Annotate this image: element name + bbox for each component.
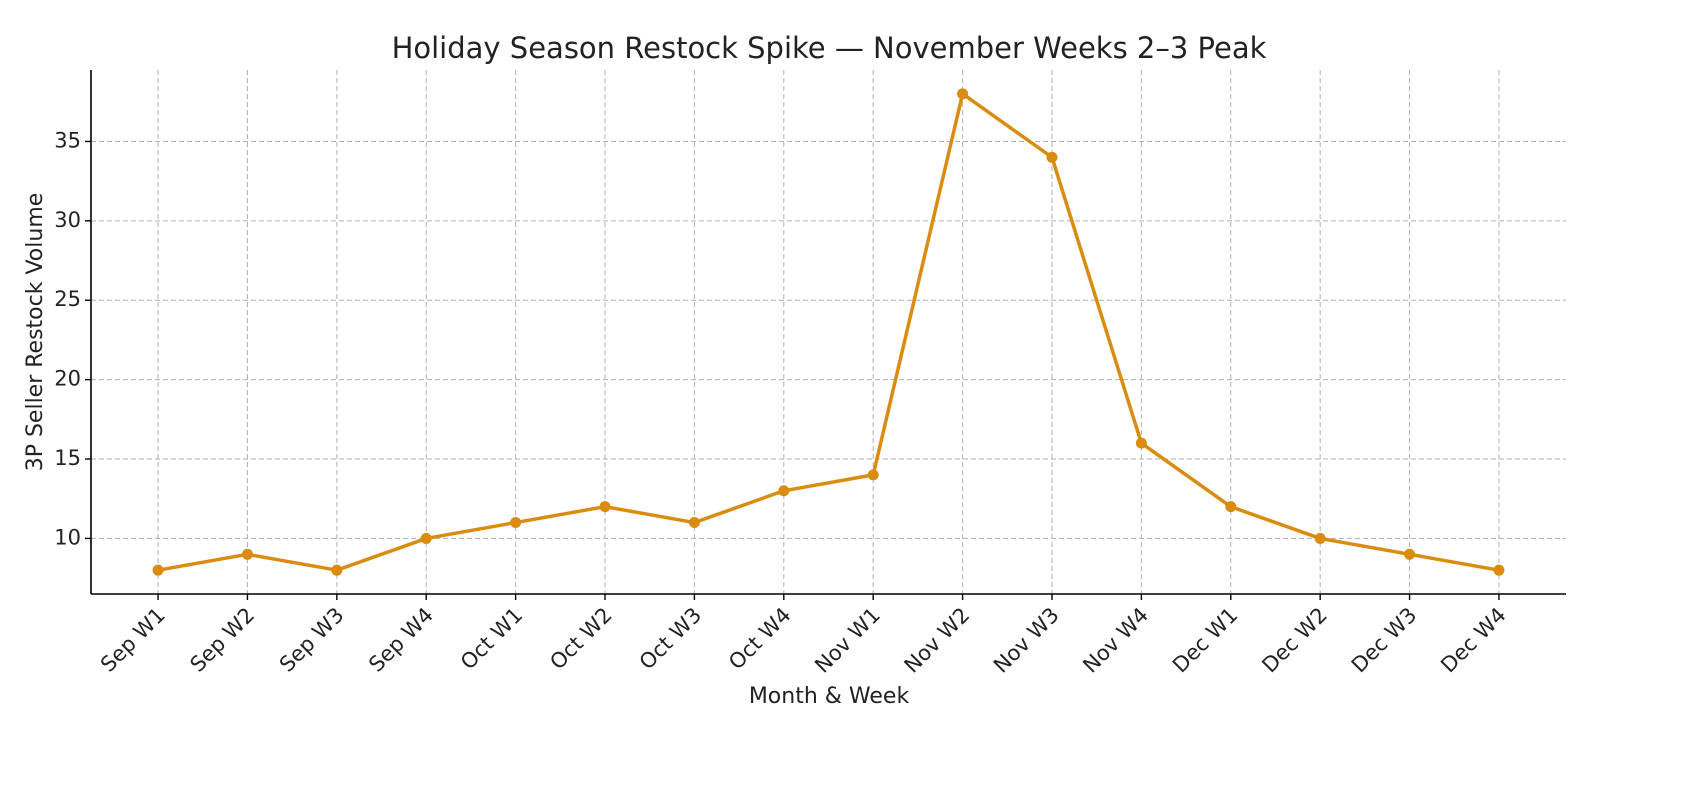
marker <box>510 517 522 529</box>
marker <box>1225 501 1237 513</box>
x-tick-label: Dec W2 <box>1257 603 1332 678</box>
x-axis-label: Month & Week <box>749 684 910 709</box>
marker <box>241 548 253 560</box>
x-tick-label: Sep W1 <box>96 603 170 677</box>
marker <box>152 564 164 576</box>
x-tick-label: Oct W4 <box>724 603 795 674</box>
y-tick-label: 10 <box>54 525 81 549</box>
y-tick-label: 15 <box>54 446 81 470</box>
x-tick-label: Nov W2 <box>900 603 975 678</box>
x-tick-label: Dec W1 <box>1168 603 1243 678</box>
x-tick-label: Nov W4 <box>1078 603 1153 678</box>
y-tick-label: 35 <box>54 128 81 152</box>
marker <box>867 469 879 481</box>
x-tick-label: Nov W1 <box>810 603 885 678</box>
y-tick-label: 30 <box>54 208 81 232</box>
marker <box>1493 564 1505 576</box>
marker <box>778 485 790 497</box>
x-tick-label: Sep W2 <box>185 603 259 677</box>
x-tick-label: Nov W3 <box>989 603 1064 678</box>
y-axis-label: 3P Seller Restock Volume <box>23 193 48 472</box>
marker <box>1404 548 1416 560</box>
x-tick-label: Oct W3 <box>635 603 706 674</box>
marker <box>688 517 700 529</box>
chart-title: Holiday Season Restock Spike — November … <box>392 31 1267 65</box>
x-tick-label: Sep W3 <box>275 603 349 677</box>
x-tick-label: Dec W4 <box>1436 603 1511 678</box>
marker <box>331 564 343 576</box>
x-tick-label: Oct W2 <box>545 603 616 674</box>
marker <box>1314 532 1326 544</box>
x-tick-label: Oct W1 <box>456 603 527 674</box>
marker <box>1046 151 1058 163</box>
marker <box>599 501 611 513</box>
y-tick-label: 20 <box>54 367 81 391</box>
y-tick-label: 25 <box>54 287 81 311</box>
line <box>157 92 1500 572</box>
marker <box>957 88 969 100</box>
x-tick-label: Dec W3 <box>1347 603 1422 678</box>
marker <box>420 532 432 544</box>
marker <box>1135 437 1147 449</box>
x-tick-label: Sep W4 <box>364 603 438 677</box>
